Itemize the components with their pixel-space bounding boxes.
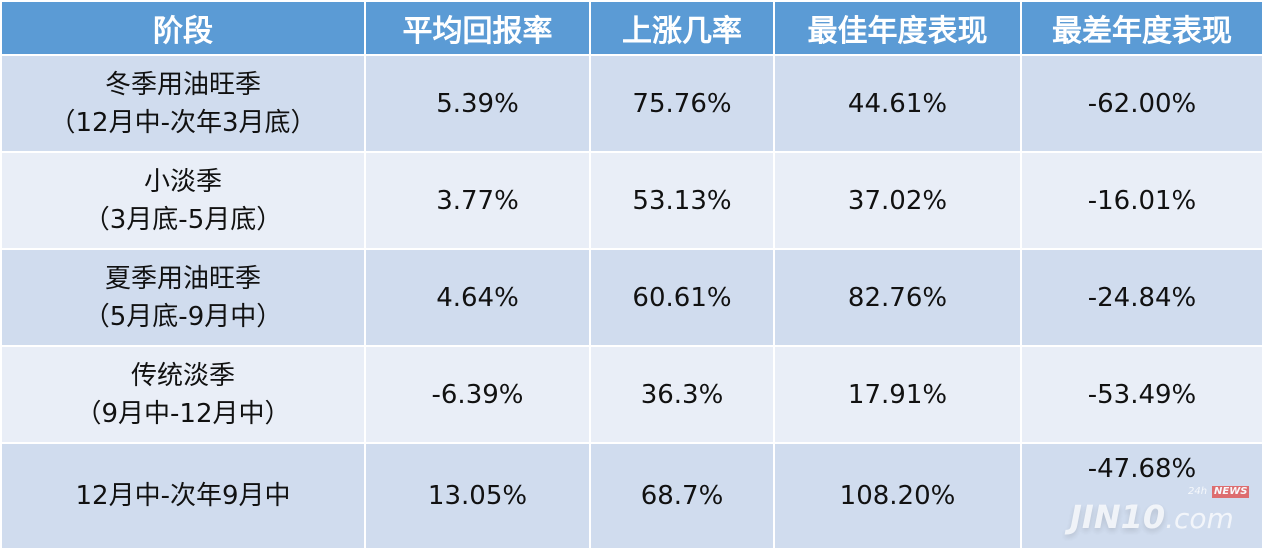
stage-name: 12月中-次年9月中 [75, 481, 291, 511]
avg-return-cell: -6.39% [364, 345, 591, 444]
table-row: 12月中-次年9月中 13.05% 68.7% 108.20% -47.68% [0, 442, 1264, 550]
stage-name: 传统淡季 [130, 360, 235, 391]
worst-year-cell: -62.00% [1020, 54, 1264, 153]
stage-period: （9月中-12月中） [75, 398, 291, 429]
header-avg-return: 平均回报率 [364, 0, 591, 56]
table-row: 冬季用油旺季 （12月中-次年3月底） 5.39% 75.76% 44.61% -62.0… [0, 54, 1264, 153]
stage-cell: 12月中-次年9月中 [0, 442, 366, 550]
table-row: 小淡季 （3月底-5月底） 3.77% 53.13% 37.02% -16.01% [0, 151, 1264, 250]
worst-year-cell: -47.68% [1020, 442, 1264, 550]
header-up-probability: 上涨几率 [589, 0, 775, 56]
stage-name: 夏季用油旺季 [104, 263, 261, 294]
up-probability-cell: 60.61% [589, 248, 775, 347]
stage-period: （5月底-9月中） [83, 301, 283, 332]
avg-return-cell: 5.39% [364, 54, 591, 153]
best-year-cell: 82.76% [773, 248, 1022, 347]
stage-name: 小淡季 [143, 166, 222, 197]
worst-year-cell: -53.49% [1020, 345, 1264, 444]
stage-cell: 夏季用油旺季 （5月底-9月中） [0, 248, 366, 347]
table-row: 传统淡季 （9月中-12月中） -6.39% 36.3% 17.91% -53.49% [0, 345, 1264, 444]
best-year-cell: 37.02% [773, 151, 1022, 250]
avg-return-cell: 13.05% [364, 442, 591, 550]
stage-period: （12月中-次年3月底） [49, 107, 317, 138]
stage-period: （3月底-5月底） [83, 204, 283, 235]
avg-return-cell: 4.64% [364, 248, 591, 347]
stage-cell: 小淡季 （3月底-5月底） [0, 151, 366, 250]
best-year-cell: 44.61% [773, 54, 1022, 153]
up-probability-cell: 36.3% [589, 345, 775, 444]
table-row: 夏季用油旺季 （5月底-9月中） 4.64% 60.61% 82.76% -24.84% [0, 248, 1264, 347]
header-best-year: 最佳年度表现 [773, 0, 1022, 56]
up-probability-cell: 75.76% [589, 54, 775, 153]
header-stage: 阶段 [0, 0, 366, 56]
worst-year-cell: -24.84% [1020, 248, 1264, 347]
stage-name: 冬季用油旺季 [104, 69, 261, 100]
worst-year-cell: -16.01% [1020, 151, 1264, 250]
best-year-cell: 17.91% [773, 345, 1022, 444]
header-worst-year: 最差年度表现 [1020, 0, 1264, 56]
stage-cell: 冬季用油旺季 （12月中-次年3月底） [0, 54, 366, 153]
avg-return-cell: 3.77% [364, 151, 591, 250]
up-probability-cell: 53.13% [589, 151, 775, 250]
up-probability-cell: 68.7% [589, 442, 775, 550]
best-year-cell: 108.20% [773, 442, 1022, 550]
header-row: 阶段 平均回报率 上涨几率 最佳年度表现 最差年度表现 [0, 0, 1264, 56]
stage-cell: 传统淡季 （9月中-12月中） [0, 345, 366, 444]
